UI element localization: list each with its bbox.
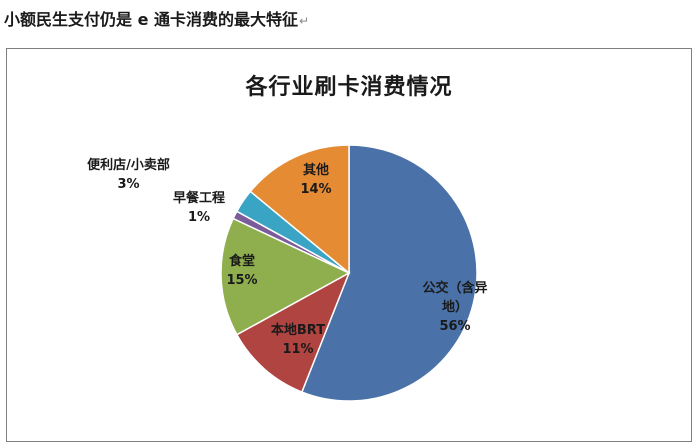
chart-title: 各行业刷卡消费情况 (245, 75, 453, 100)
pie-slice (300, 144, 478, 402)
pie-slice (220, 217, 351, 336)
pie-chart (220, 144, 478, 402)
pie-slice (249, 144, 350, 275)
slice-label: 本地BRT 11% (258, 321, 338, 359)
slice-label: 早餐工程 1% (154, 189, 244, 227)
slice-category-label: 地） (441, 300, 468, 315)
slice-category-label: 食堂 (228, 254, 255, 269)
pie-slice (235, 271, 351, 393)
slice-value-label: 15% (226, 273, 258, 288)
slice-category-label: 早餐工程 (172, 191, 225, 206)
heading-text: 小额民生支付仍是 e 通卡消费的最大特征 (4, 10, 298, 29)
slice-label: 公交（含异地） 56% (400, 279, 510, 336)
slice-value-label: 1% (187, 210, 211, 225)
slice-value-label: 11% (282, 342, 314, 357)
slice-value-label: 14% (300, 182, 332, 197)
chart-frame: 各行业刷卡消费情况 公交（含异地） 56% 本地BRT 11% 食堂 15% 早餐工程 1% 便… (6, 48, 692, 442)
slice-category-label: 便利店/小卖部 (87, 158, 170, 173)
slice-label: 便利店/小卖部 3% (71, 156, 186, 194)
slice-label: 其他 14% (281, 161, 351, 199)
slice-category-label: 本地BRT (270, 323, 326, 338)
slice-category-label: 其他 (302, 163, 329, 178)
document-heading: 小额民生支付仍是 e 通卡消费的最大特征↵ (4, 6, 309, 30)
slice-category-label: 公交（含异 (422, 281, 488, 296)
paragraph-mark-icon: ↵ (299, 14, 310, 28)
slice-value-label: 56% (439, 319, 471, 334)
slice-value-label: 3% (117, 177, 140, 192)
slice-label: 食堂 15% (212, 252, 272, 290)
